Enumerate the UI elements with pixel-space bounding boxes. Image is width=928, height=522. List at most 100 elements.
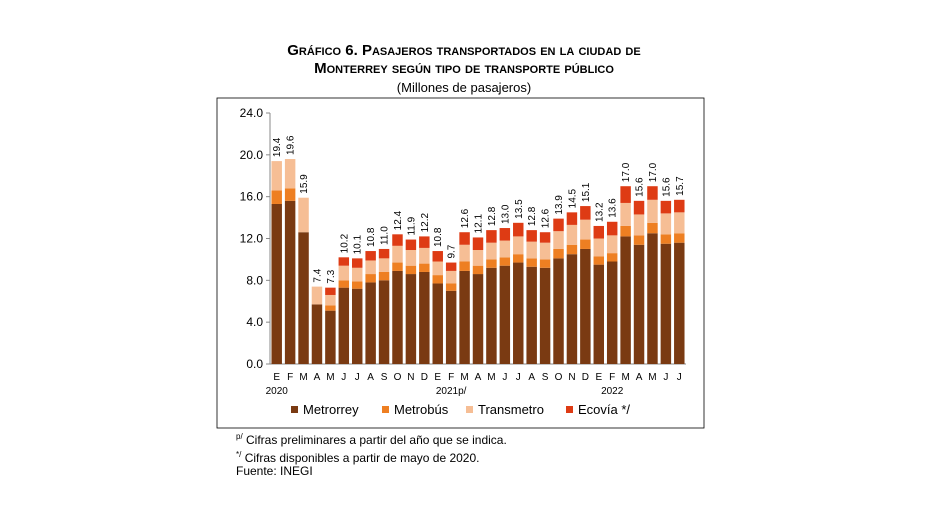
x-tick-label: M	[326, 372, 334, 383]
legend-swatch	[466, 406, 473, 413]
chart-frame	[216, 97, 705, 429]
total-label: 10.1	[353, 234, 364, 254]
total-label: 12.8	[487, 206, 498, 226]
bar-segment-3	[633, 214, 645, 236]
bar-segment-3	[566, 224, 578, 245]
bar-segment-2	[647, 222, 658, 234]
total-label: 13.2	[594, 202, 605, 222]
total-label: 7.4	[312, 268, 323, 282]
bar-segment-2	[499, 257, 511, 266]
total-label: 12.1	[474, 214, 485, 234]
bar-segment-4	[472, 237, 484, 251]
footnotes: p/ Cifras preliminares a partir del año …	[236, 430, 507, 479]
total-label: 15.6	[635, 177, 646, 197]
bar-segment-1	[459, 270, 470, 364]
bar-segment-2	[593, 256, 605, 265]
bar-segment-2	[566, 244, 578, 255]
legend-swatch	[566, 406, 573, 413]
footnote-source: Fuente: INEGI	[236, 464, 313, 478]
x-tick-label: M	[460, 372, 468, 383]
bar-segment-3	[486, 242, 497, 260]
y-tick-label: 0.0	[246, 357, 263, 371]
legend-swatch	[382, 406, 389, 413]
bar-segment-3	[419, 247, 430, 264]
legend-label: Ecovía */	[578, 402, 630, 417]
bar-segment-2	[526, 258, 537, 267]
bar-segment-1	[325, 310, 336, 364]
x-tick-label: J	[663, 372, 668, 383]
bar-segment-4	[351, 258, 363, 268]
chart-title-line2: Monterrey según tipo de transporte públi…	[314, 60, 614, 77]
bar-segment-4	[513, 222, 524, 237]
bar-segment-3	[499, 240, 511, 258]
footnote-availability: */ Cifras disponibles a partir de mayo d…	[236, 449, 480, 465]
bar-segment-3	[553, 231, 564, 249]
bar-segment-4	[499, 228, 511, 241]
bar-segment-4	[486, 230, 497, 243]
bar-segment-4	[593, 225, 605, 239]
bar-segment-3	[593, 238, 605, 257]
bar-segment-1	[338, 287, 350, 364]
bar-segment-3	[674, 212, 685, 234]
year-label: 2021p/	[436, 386, 467, 397]
bar-segment-3	[284, 159, 296, 189]
bar-segment-1	[647, 233, 658, 364]
bar-segment-2	[325, 305, 336, 311]
bar-segment-2	[539, 259, 551, 268]
x-tick-label: F	[287, 372, 293, 383]
y-tick-label: 12.0	[240, 232, 264, 246]
x-tick-label: A	[475, 372, 482, 383]
bar-segment-2	[338, 280, 350, 288]
legend-label: Metrorrey	[303, 402, 359, 417]
bar-segment-2	[580, 239, 591, 249]
y-tick-label: 24.0	[240, 106, 264, 120]
bar-segment-1	[472, 274, 484, 364]
x-tick-label: F	[448, 372, 454, 383]
x-tick-label: F	[609, 372, 615, 383]
x-tick-label: E	[434, 372, 441, 383]
total-label: 12.2	[420, 213, 431, 233]
total-label: 15.9	[299, 174, 310, 194]
total-label: 9.7	[447, 244, 458, 258]
x-tick-label: M	[487, 372, 495, 383]
total-label: 15.1	[581, 182, 592, 202]
x-tick-label: A	[528, 372, 535, 383]
bar-segment-4	[445, 262, 457, 271]
bar-segment-2	[633, 235, 645, 245]
bar-segment-2	[606, 253, 618, 262]
bar-segment-1	[365, 282, 376, 364]
bar-segment-1	[351, 288, 363, 364]
bar-segment-4	[633, 200, 645, 215]
bar-segment-2	[271, 190, 282, 204]
total-label: 19.6	[286, 135, 297, 155]
bar-segment-4	[620, 186, 631, 203]
bar-segment-2	[378, 271, 390, 281]
bar-segment-3	[472, 250, 484, 266]
bar-segment-4	[392, 234, 403, 246]
bar-segment-2	[432, 275, 443, 284]
x-tick-label: J	[502, 372, 507, 383]
bar-segment-2	[660, 234, 672, 244]
year-label: 2022	[601, 386, 624, 397]
total-label: 10.8	[366, 227, 377, 247]
bar-segment-3	[298, 197, 309, 233]
x-tick-label: J	[677, 372, 682, 383]
x-tick-label: A	[314, 372, 321, 383]
bar-segment-2	[553, 248, 564, 259]
bar-segment-4	[660, 200, 672, 214]
bar-segment-1	[620, 236, 631, 364]
bar-segment-1	[580, 248, 591, 364]
bar-segment-4	[647, 186, 658, 200]
total-label: 10.8	[433, 227, 444, 247]
bar-segment-1	[392, 270, 403, 364]
bar-segment-3	[445, 270, 457, 284]
bar-segment-2	[351, 281, 363, 289]
total-label: 13.6	[608, 198, 619, 218]
bar-segment-2	[445, 283, 457, 291]
total-label: 10.2	[339, 233, 350, 253]
bar-segment-3	[351, 267, 363, 282]
total-label: 12.4	[393, 210, 404, 230]
bar-segment-3	[459, 244, 470, 262]
bar-segment-4	[378, 248, 390, 259]
